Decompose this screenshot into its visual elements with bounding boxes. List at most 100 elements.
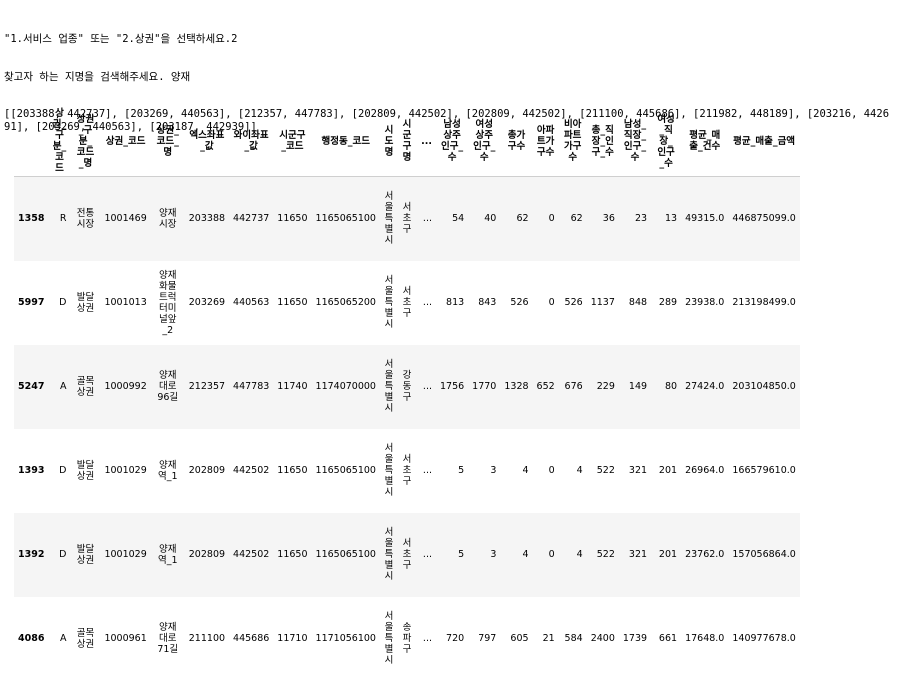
table-cell: 전통시장: [76, 207, 95, 230]
table-cell: A: [59, 381, 67, 392]
table-cell: 4: [522, 549, 529, 560]
header-row: 상권_구분_코드 상권_구분_코드_명 상권_코드 상권_코드_명 엑스좌표_값…: [14, 106, 800, 177]
table-cell: 62: [570, 213, 583, 225]
table-cell: 661: [658, 633, 678, 644]
table-cell: ...: [422, 633, 432, 644]
table-row: 1358 R 전통시장 1001469 양재시장 203388 442737 1…: [14, 176, 800, 261]
table-cell: 201: [658, 549, 678, 560]
table-cell: 446875099.0: [732, 213, 796, 225]
table-cell: D: [59, 297, 67, 308]
table-cell: 1001469: [104, 213, 147, 225]
table-cell: 1171056100: [315, 633, 376, 644]
table-cell: 양재화물트럭터미널앞_2: [159, 269, 177, 336]
row-index: 5247: [18, 381, 45, 392]
table-cell: ...: [422, 381, 432, 392]
table-cell: 양재대로71길: [157, 622, 179, 655]
table-cell: 1174070000: [315, 381, 376, 392]
dataframe-container: 상권_구분_코드 상권_구분_코드_명 상권_코드 상권_코드_명 엑스좌표_값…: [14, 106, 897, 681]
table-cell: 11650: [277, 297, 308, 308]
table-cell: R: [59, 213, 67, 225]
table-cell: 4: [576, 465, 583, 476]
dataframe-body: 1358 R 전통시장 1001469 양재시장 203388 442737 1…: [14, 176, 800, 681]
row-index: 1392: [18, 549, 45, 560]
header-col-8: 행정동_코드: [311, 106, 380, 177]
table-row: 1393 D 발달상권 1001029 양재역_1 202809 442502 …: [14, 429, 800, 513]
header-col-19: 여성_직장_인구_수: [651, 106, 682, 177]
table-cell: 54: [452, 213, 465, 225]
table-cell: 447783: [233, 381, 270, 392]
table-cell: 서울특별시: [384, 191, 394, 247]
table-cell: 1000961: [104, 633, 147, 644]
table-cell: 서울특별시: [384, 611, 394, 666]
table-cell: 발달상권: [76, 543, 95, 566]
table-cell: 23762.0: [685, 549, 725, 560]
table-cell: 3: [490, 549, 497, 560]
table-cell: 서초구: [402, 454, 412, 487]
output-line-prompt: "1.서비스 업종" 또는 "2.상권"을 선택하세요.2: [4, 33, 238, 45]
table-cell: 23938.0: [685, 297, 725, 308]
table-cell: 80: [664, 381, 678, 392]
table-cell: 442502: [233, 549, 270, 560]
table-cell: D: [59, 549, 67, 560]
table-cell: 445686: [233, 633, 270, 644]
table-cell: 1756: [439, 381, 465, 392]
table-cell: 140977678.0: [732, 633, 796, 644]
table-cell: 11710: [277, 633, 308, 644]
table-cell: 11650: [277, 213, 308, 225]
table-cell: 서울특별시: [384, 359, 394, 414]
table-cell: 3: [490, 465, 497, 476]
table-cell: 40: [484, 213, 497, 225]
header-col-20: 평균_매출_건수: [681, 106, 729, 177]
table-cell: 양재역_1: [157, 459, 178, 482]
table-cell: 321: [628, 549, 648, 560]
table-cell: 676: [564, 381, 583, 392]
header-col-13: 여성상주인구_수: [468, 106, 501, 177]
header-col-21: 평균_매출_금액: [728, 106, 800, 177]
row-index: 5997: [18, 297, 45, 308]
dataframe-table: 상권_구분_코드 상권_구분_코드_명 상권_코드 상권_코드_명 엑스좌표_값…: [14, 106, 800, 681]
header-col-15: 아파트가구수: [532, 106, 559, 177]
table-row: 1392 D 발달상권 1001029 양재역_1 202809 442502 …: [14, 512, 800, 597]
table-cell: 골목상권: [76, 375, 95, 398]
table-cell: 서초구: [402, 538, 412, 571]
table-cell: 49315.0: [685, 213, 725, 225]
table-cell: 4: [522, 465, 529, 476]
table-cell: 652: [536, 381, 555, 392]
header-col-18: 남성_직장_인구_수: [618, 106, 652, 177]
table-cell: 서울특별시: [384, 443, 394, 498]
table-cell: 212357: [188, 381, 226, 392]
header-index: [14, 106, 49, 177]
header-col-4: 상권_코드_명: [150, 106, 185, 177]
table-cell: 203269: [188, 297, 226, 308]
table-cell: 1000992: [104, 381, 147, 392]
row-index: 4086: [18, 633, 45, 644]
table-cell: 605: [510, 633, 529, 644]
table-cell: D: [59, 465, 67, 476]
table-cell: 36: [602, 213, 615, 225]
table-row: 5247 A 골목상권 1000992 양재대로96길 212357 44778…: [14, 344, 800, 429]
table-cell: 1165065100: [315, 549, 376, 560]
table-cell: 1165065100: [315, 213, 376, 225]
table-cell: A: [59, 633, 67, 644]
table-cell: 양재시장: [159, 207, 177, 230]
table-cell: 1739: [622, 633, 648, 644]
table-cell: 23: [634, 213, 648, 225]
row-index: 1358: [18, 213, 45, 225]
table-cell: ...: [422, 297, 432, 308]
table-cell: 202809: [188, 549, 226, 560]
table-cell: 4: [576, 549, 583, 560]
table-cell: 522: [596, 465, 615, 476]
table-cell: 526: [510, 297, 529, 308]
table-cell: 발달상권: [76, 291, 95, 314]
table-cell: 1770: [472, 381, 497, 392]
table-cell: 522: [596, 549, 615, 560]
table-cell: 211100: [188, 633, 226, 644]
header-col-3: 상권_코드: [100, 106, 151, 177]
table-cell: 0: [548, 297, 555, 308]
table-cell: 1137: [590, 297, 615, 308]
table-cell: 송파구: [402, 622, 412, 655]
table-cell: 서울특별시: [384, 527, 394, 582]
table-cell: 11650: [277, 549, 308, 560]
table-cell: 강동구: [402, 370, 412, 403]
header-col-10: 시군구명: [397, 106, 416, 177]
